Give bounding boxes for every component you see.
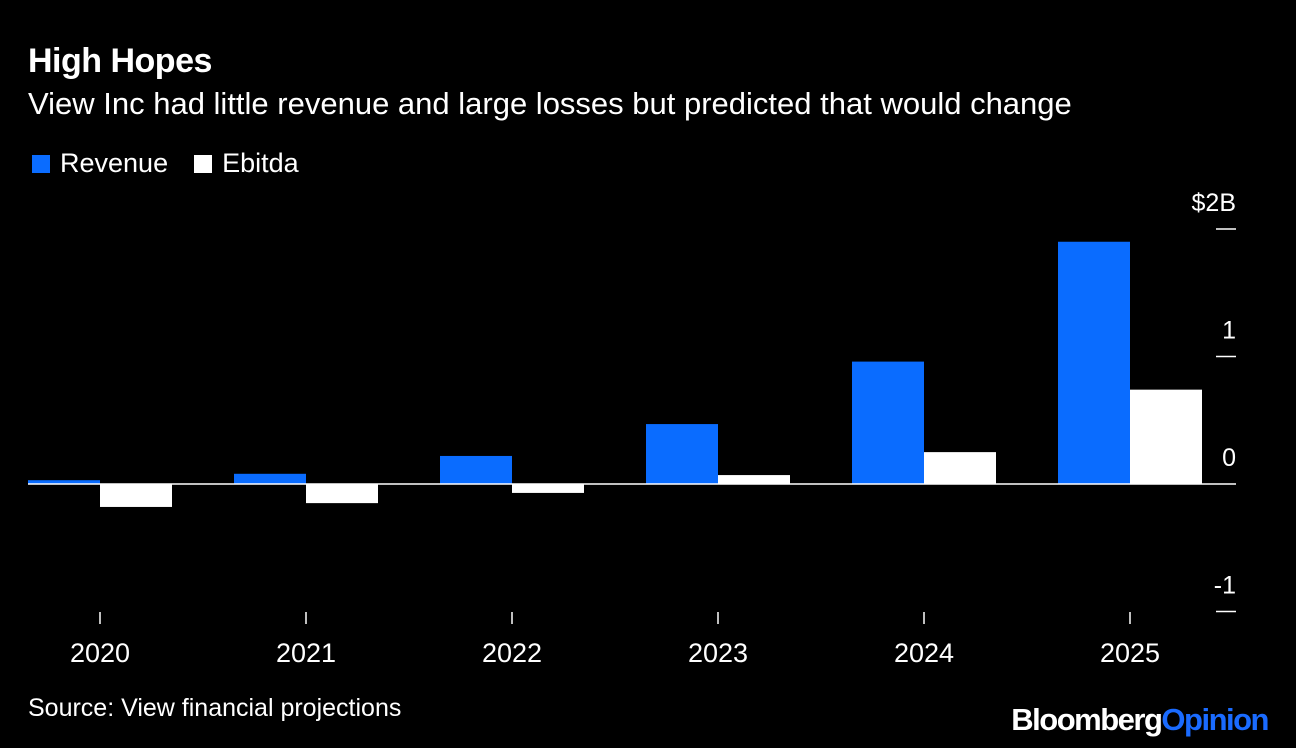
chart-title: High Hopes [28,42,212,80]
bar-ebitda-2020 [100,484,172,507]
bar-revenue-2020 [28,480,100,484]
bar-revenue-2022 [440,455,512,484]
bar-ebitda-2024 [924,452,996,484]
bar-ebitda-2022 [512,484,584,493]
legend-swatch-ebitda [194,154,213,173]
legend: Revenue Ebitda [32,148,325,179]
y-tick-label--1: -1 [1214,572,1236,600]
bar-revenue-2021 [234,473,306,484]
bar-revenue-2024 [852,361,924,484]
source-note: Source: View financial projections [28,694,402,722]
x-tick-label-2020: 2020 [70,638,130,668]
legend-item-revenue: Revenue [32,148,168,179]
y-tick-label-1: 1 [1222,317,1236,345]
x-tick-label-2025: 2025 [1100,638,1160,668]
bar-revenue-2023 [646,424,718,484]
logo-opinion: Opinion [1161,702,1269,737]
legend-label-ebitda: Ebitda [222,148,299,178]
bar-ebitda-2023 [718,475,790,484]
x-tick-label-2021: 2021 [276,638,336,668]
legend-swatch-revenue [32,154,50,173]
legend-label-revenue: Revenue [60,148,169,178]
bar-ebitda-2021 [306,484,378,504]
bar-ebitda-2025 [1130,389,1202,484]
logo-bloomberg: Bloomberg [1011,702,1163,737]
chart-subtitle: View Inc had little revenue and large lo… [28,86,1072,121]
legend-item-ebitda: Ebitda [194,148,299,179]
x-tick-label-2023: 2023 [688,638,748,668]
x-tick-label-2022: 2022 [482,638,542,668]
bloomberg-opinion-logo: BloombergOpinion [1011,702,1269,738]
x-tick-label-2024: 2024 [894,638,954,668]
y-tick-label-0: 0 [1222,444,1236,472]
y-tick-label-2: $2B [1192,189,1236,217]
bar-revenue-2025 [1058,241,1130,484]
